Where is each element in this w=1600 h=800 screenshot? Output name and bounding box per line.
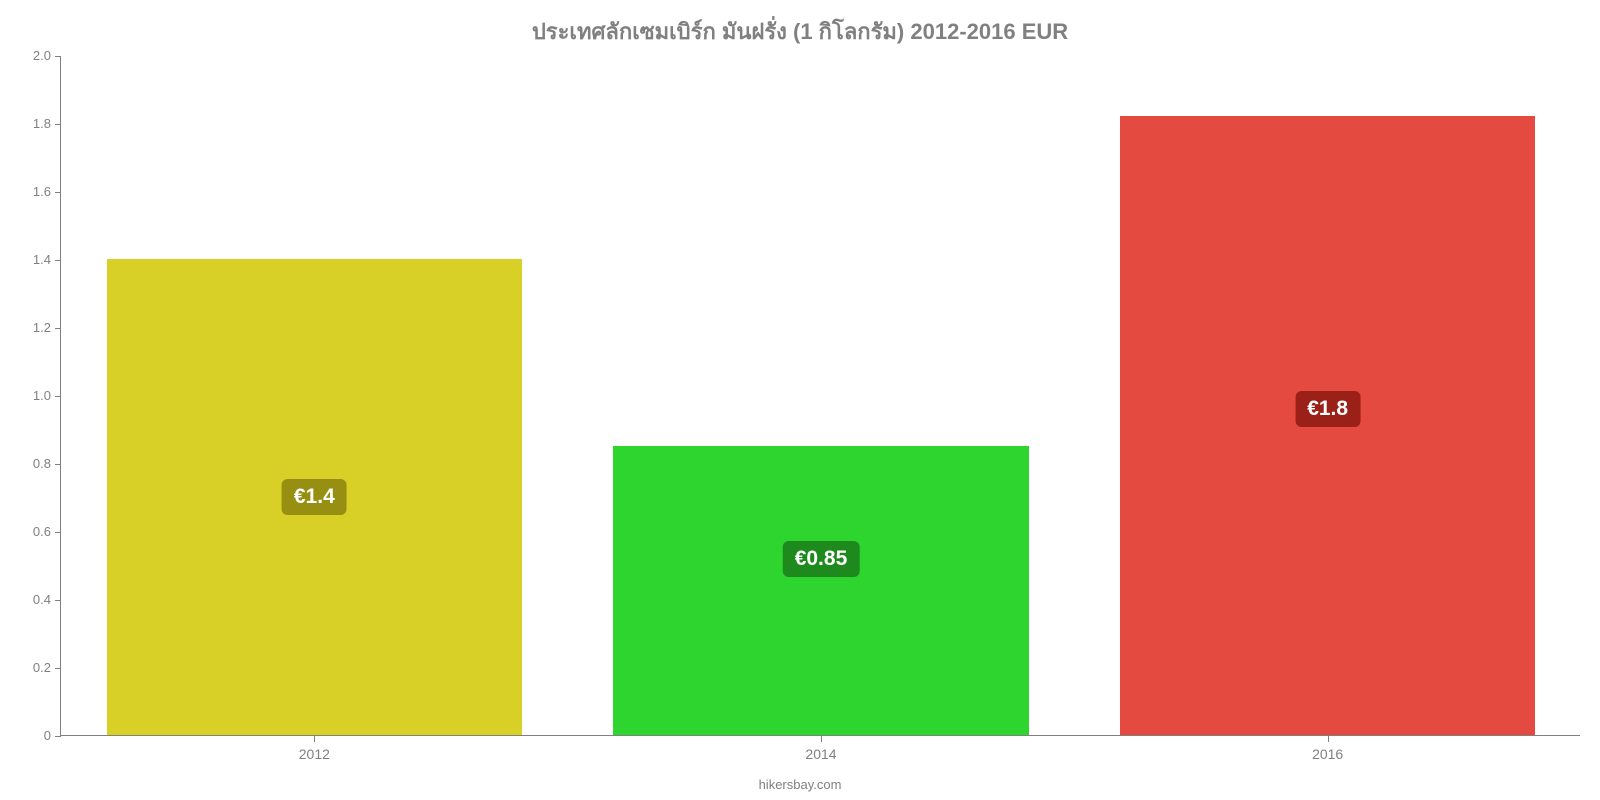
x-tick-label: 2014: [805, 746, 836, 762]
y-tick-label: 2.0: [33, 48, 61, 63]
x-tick-label: 2012: [299, 746, 330, 762]
bar-value-badge: €0.85: [783, 541, 860, 577]
bar: €1.4: [107, 259, 522, 735]
y-tick-label: 1.6: [33, 184, 61, 199]
chart-title: ประเทศลักเซมเบิร์ก มันฝรั่ง (1 กิโลกรัม)…: [0, 14, 1600, 49]
y-tick-label: 0.6: [33, 524, 61, 539]
y-tick-label: 0.4: [33, 592, 61, 607]
bar-value-badge: €1.8: [1295, 391, 1360, 427]
y-tick-label: 0.2: [33, 660, 61, 675]
y-tick-label: 0.8: [33, 456, 61, 471]
bar-value-badge: €1.4: [282, 479, 347, 515]
y-tick-label: 1.8: [33, 116, 61, 131]
x-tick-mark: [821, 736, 822, 742]
y-tick-label: 1.2: [33, 320, 61, 335]
bar: €1.8: [1120, 116, 1535, 735]
bar: €0.85: [613, 446, 1028, 735]
x-tick-label: 2016: [1312, 746, 1343, 762]
y-tick-label: 0: [44, 728, 61, 743]
x-tick-mark: [1328, 736, 1329, 742]
plot-area: 00.20.40.60.81.01.21.41.61.82.0201220142…: [60, 56, 1580, 736]
x-tick-mark: [314, 736, 315, 742]
y-tick-label: 1.4: [33, 252, 61, 267]
y-tick-label: 1.0: [33, 388, 61, 403]
bar-chart: ประเทศลักเซมเบิร์ก มันฝรั่ง (1 กิโลกรัม)…: [0, 0, 1600, 800]
footer-credit: hikersbay.com: [0, 777, 1600, 792]
